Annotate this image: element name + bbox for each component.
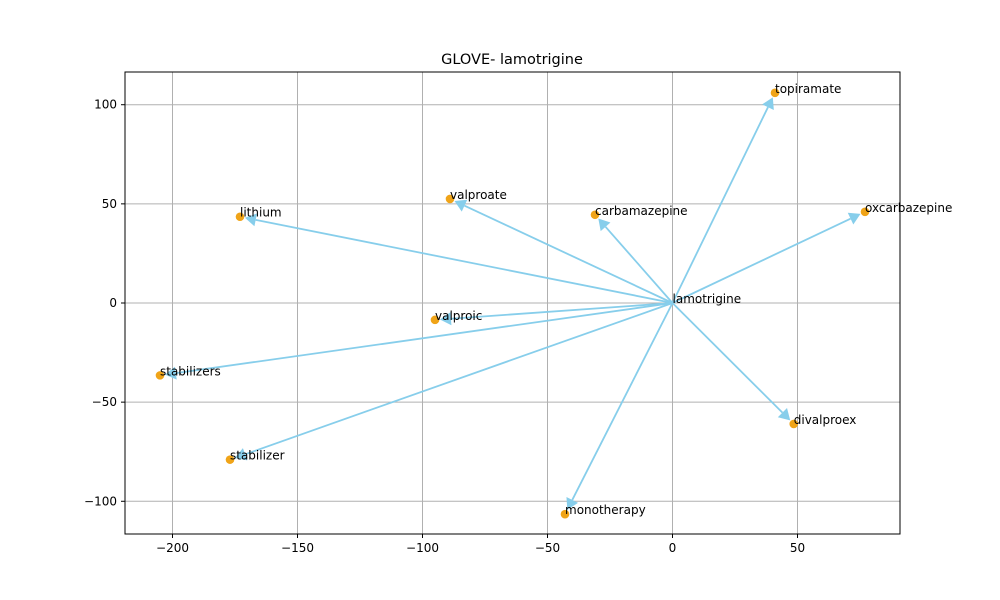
point-stabilizer (225, 455, 235, 464)
arrow-stabilizers (175, 302, 673, 375)
point-divalproex (789, 419, 799, 429)
arrow-head-valproic (439, 312, 452, 326)
point-label-divalproex: divalproex (794, 413, 857, 427)
point-label-oxcarbazepine: oxcarbazepine (865, 201, 952, 215)
arrow-valproic (450, 302, 673, 320)
arrow-valproate (464, 204, 673, 304)
arrow-head-stabilizer (234, 448, 248, 461)
x-tick-label: −50 (535, 541, 560, 555)
arrow-stabilizer (244, 302, 673, 456)
arrow-monotherapy (571, 302, 674, 501)
origin-label: lamotrigine (673, 292, 742, 306)
point-topiramate (770, 88, 780, 98)
point-label-monotherapy: monotherapy (565, 503, 646, 517)
x-tick-label: 50 (790, 541, 805, 555)
point-carbamazepine (590, 210, 600, 220)
chart-title: GLOVE- lamotrigine (441, 52, 583, 68)
point-oxcarbazepine (860, 207, 870, 217)
y-tick-label: −50 (92, 395, 117, 409)
point-labels: topiramate valproate carbamazepine oxcarbaz… (160, 82, 952, 517)
point-label-topiramate: topiramate (775, 82, 841, 96)
arrow-head-monotherapy (566, 496, 579, 510)
y-tick-label: 50 (102, 197, 117, 211)
point-valproate (445, 194, 455, 204)
x-tick-label: −150 (281, 541, 314, 555)
point-label-valproate: valproate (450, 188, 507, 202)
arrow-topiramate (671, 106, 769, 304)
point-label-valproic: valproic (435, 309, 482, 323)
arrows (164, 97, 861, 510)
point-stabilizers (155, 371, 165, 380)
point-label-carbamazepine: carbamazepine (595, 204, 688, 218)
arrow-lithium (255, 218, 673, 304)
x-tick-label: −100 (406, 541, 439, 555)
arrow-head-stabilizers (164, 366, 177, 380)
grid (125, 72, 900, 534)
points (155, 88, 870, 519)
arrow-head-lithium (244, 213, 257, 227)
y-tick-label: 0 (109, 296, 117, 310)
point-label-lithium: lithium (240, 206, 282, 220)
x-axis-ticks: −200 −150 −100 −50 0 50 (156, 534, 805, 555)
arrow-head-divalproex (777, 408, 791, 421)
arrow-head-valproate (454, 199, 468, 212)
point-valproic (430, 315, 440, 325)
arrow-carbamazepine (604, 226, 674, 304)
point-lithium (235, 212, 245, 222)
x-tick-label: −200 (156, 541, 189, 555)
y-tick-label: 100 (94, 98, 117, 112)
y-axis-ticks: −100 −50 0 50 100 (84, 98, 125, 508)
arrow-head-oxcarbazepine (847, 212, 861, 225)
arrow-oxcarbazepine (672, 217, 851, 304)
point-label-stabilizers: stabilizers (160, 364, 221, 378)
point-monotherapy (560, 509, 570, 519)
x-tick-label: 0 (669, 541, 677, 555)
point-label-stabilizer: stabilizer (230, 449, 285, 463)
arrow-head-topiramate (762, 97, 774, 111)
y-tick-label: −100 (84, 494, 117, 508)
arrow-head-carbamazepine (598, 218, 611, 232)
arrow-divalproex (671, 302, 784, 414)
